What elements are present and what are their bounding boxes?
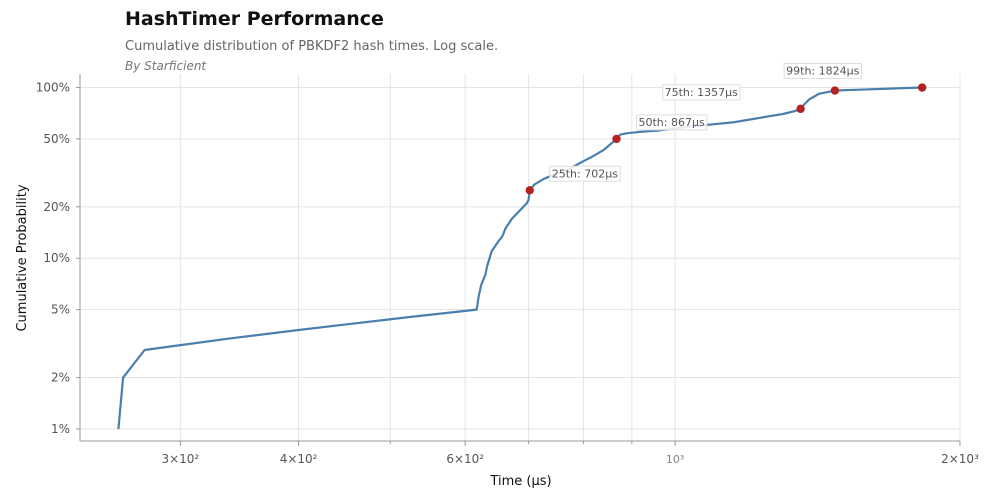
percentile-label: 99th: 1824µs [783,63,863,80]
percentile-label: 50th: 867µs [635,114,708,131]
percentile-label-box [783,63,863,80]
percentile-label-text: 25th: 702µs [552,167,618,180]
x-tick-label: 3×10² [161,452,199,466]
axes [79,74,960,442]
percentile-marker [525,186,534,195]
y-tick-label: 50% [43,132,70,146]
percentile-marker [796,104,805,114]
percentile-label-text: 75th: 1357µs [665,86,738,99]
percentile-label-box [549,165,621,182]
percentile-label: 75th: 1357µs [662,84,741,101]
y-tick-label: 1% [51,422,70,436]
y-tick-label: 100% [36,81,70,95]
x-axis-label: Time (µs) [489,474,551,489]
percentile-marker [830,86,840,95]
percentile-annotations: 25th: 702µs 50th: 867µs 75th: 1357µs 99th: … [549,63,863,182]
grid-lines [80,74,961,441]
percentile-label-box [662,84,741,101]
y-tick-label: 2% [51,371,70,385]
chart-byline: By Starficient [125,59,207,73]
x-tick-label: 10³ [666,453,684,466]
percentile-label-text: 50th: 867µs [638,116,704,129]
x-tick-label: 4×10² [280,452,318,466]
percentile-label: 25th: 702µs [549,165,621,182]
percentile-marker [612,134,621,144]
y-axis-label: Cumulative Probability [15,184,30,331]
percentile-markers [525,83,927,195]
x-tick-label: 6×10² [446,452,484,466]
percentile-marker [917,83,927,92]
x-axis-ticks: 3×10² 4×10² 6×10² 10³ 2×10³ [161,441,979,466]
chart-title: HashTimer Performance [125,8,384,30]
chart-subtitle: Cumulative distribution of PBKDF2 hash t… [125,39,498,54]
series-layer [117,86,923,430]
percentile-label-text: 99th: 1824µs [786,65,859,78]
y-tick-label: 5% [51,303,70,317]
cdf-line [117,86,923,430]
percentile-label-box [635,114,708,131]
y-axis-ticks: 1% 2% 5% 10% 20% 50% 100% [36,81,80,436]
y-tick-label: 10% [43,251,70,265]
x-tick-label: 2×10³ [941,452,979,466]
y-tick-label: 20% [43,200,70,214]
